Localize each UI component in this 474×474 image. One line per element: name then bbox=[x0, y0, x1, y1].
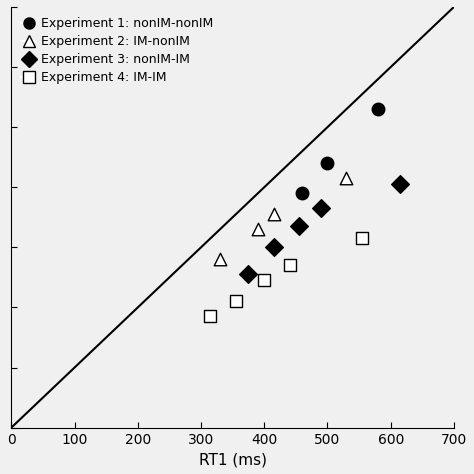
Point bbox=[216, 255, 224, 263]
Point bbox=[343, 174, 350, 182]
Point bbox=[286, 262, 293, 269]
X-axis label: RT1 (ms): RT1 (ms) bbox=[199, 452, 266, 467]
Point bbox=[270, 244, 277, 251]
Point bbox=[374, 105, 382, 113]
Point bbox=[270, 210, 277, 218]
Point bbox=[324, 159, 331, 167]
Point bbox=[232, 298, 239, 305]
Point bbox=[318, 204, 325, 212]
Legend: Experiment 1: nonIM-nonIM, Experiment 2: IM-nonIM, Experiment 3: nonIM-IM, Exper: Experiment 1: nonIM-nonIM, Experiment 2:… bbox=[18, 13, 217, 88]
Point bbox=[299, 190, 306, 197]
Point bbox=[260, 277, 268, 284]
Point bbox=[254, 226, 262, 233]
Point bbox=[245, 271, 252, 278]
Point bbox=[207, 313, 214, 320]
Point bbox=[396, 181, 404, 188]
Point bbox=[358, 235, 366, 242]
Point bbox=[295, 222, 303, 230]
